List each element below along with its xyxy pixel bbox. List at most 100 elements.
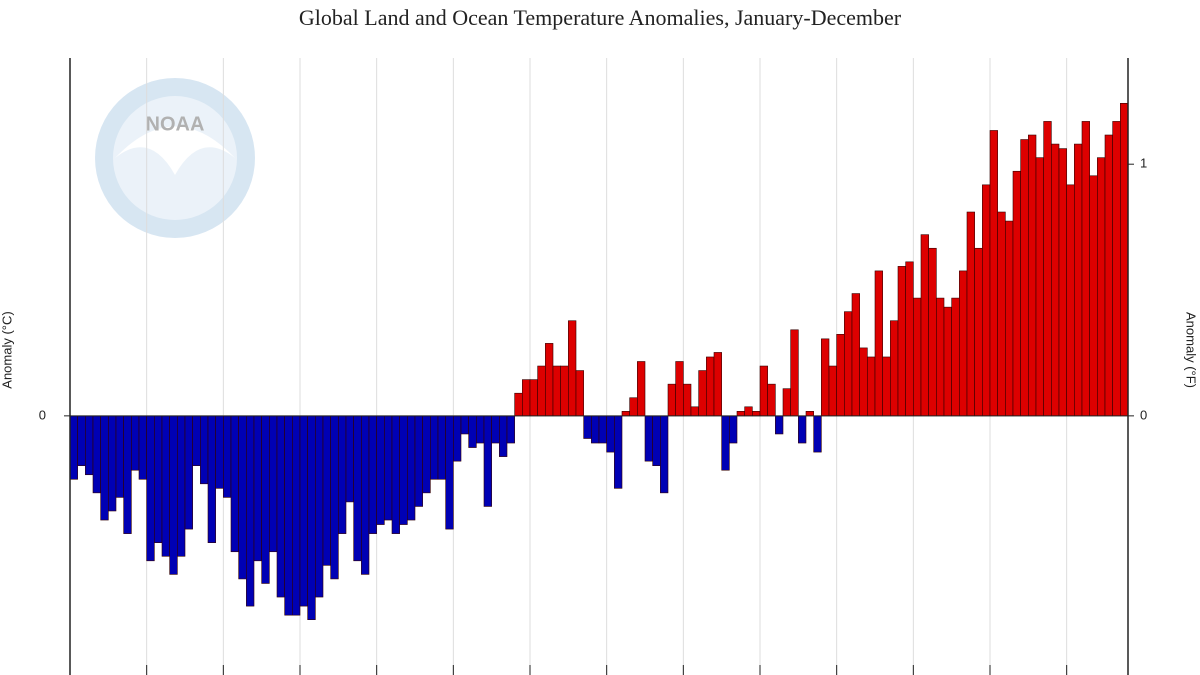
bar <box>1120 102 1129 417</box>
bar <box>483 415 492 507</box>
bar <box>522 379 531 417</box>
bar <box>652 415 661 466</box>
bar <box>913 297 922 417</box>
bar <box>637 361 646 417</box>
bar <box>951 297 960 417</box>
bar <box>867 356 876 417</box>
bar <box>154 415 163 543</box>
bar <box>146 415 155 562</box>
bar <box>131 415 140 471</box>
bar <box>1035 157 1044 417</box>
bar <box>545 343 554 417</box>
bar <box>675 361 684 417</box>
bar <box>85 415 94 476</box>
bar <box>997 211 1006 417</box>
bar <box>177 415 186 557</box>
bar <box>77 415 86 466</box>
bar <box>123 415 132 534</box>
bar <box>859 347 868 417</box>
bar <box>874 270 883 417</box>
bar <box>943 306 952 417</box>
bar <box>184 415 193 530</box>
y-axis-label: Anomaly (°C) <box>0 311 14 388</box>
bar <box>790 329 799 417</box>
y2-axis-label: Anomaly (°F) <box>1184 312 1199 388</box>
y2-tick-label: 1 <box>1140 156 1147 171</box>
bar <box>552 365 561 417</box>
bar <box>491 415 500 444</box>
bar <box>989 130 998 417</box>
bar <box>1112 121 1121 417</box>
logo: NOAA <box>95 78 255 238</box>
bar <box>399 415 408 525</box>
bar <box>430 415 439 480</box>
bar <box>215 415 224 489</box>
bar <box>1028 134 1037 417</box>
bar <box>752 411 761 417</box>
bar <box>644 415 653 462</box>
bar <box>468 415 477 448</box>
bar <box>936 297 945 417</box>
y-tick-label: 0 <box>39 407 46 422</box>
bar <box>920 234 929 417</box>
bar <box>476 415 485 444</box>
bar <box>805 411 814 417</box>
bar <box>560 365 569 417</box>
bar <box>729 415 738 444</box>
bar <box>1020 139 1029 417</box>
bar <box>200 415 209 485</box>
bar <box>606 415 615 453</box>
bar <box>836 334 845 417</box>
bar <box>591 415 600 444</box>
bar <box>223 415 232 498</box>
bar <box>828 365 837 417</box>
bar <box>445 415 454 530</box>
bar <box>759 365 768 417</box>
chart-title: Global Land and Ocean Temperature Anomal… <box>299 5 902 30</box>
bar <box>905 261 914 417</box>
bar <box>798 415 807 444</box>
bar <box>138 415 147 480</box>
bar <box>207 415 216 543</box>
y2-tick-label: 0 <box>1140 407 1147 422</box>
bar <box>690 406 699 417</box>
bar <box>330 415 339 580</box>
bar <box>667 383 676 417</box>
bar <box>928 247 937 417</box>
bar <box>92 415 101 494</box>
bar <box>706 356 715 417</box>
logo-text: NOAA <box>146 113 205 135</box>
bar <box>782 388 791 417</box>
bar <box>276 415 285 598</box>
bar <box>713 352 722 417</box>
bar <box>499 415 508 457</box>
bar <box>292 415 301 616</box>
bar <box>575 370 584 417</box>
bar <box>736 411 745 417</box>
bar <box>253 415 262 562</box>
bar <box>108 415 117 512</box>
bar <box>1097 157 1106 417</box>
bar <box>959 270 968 417</box>
bar <box>384 415 393 521</box>
bar <box>851 293 860 417</box>
bar <box>1058 148 1067 417</box>
bar <box>238 415 247 580</box>
bar <box>161 415 170 557</box>
bar <box>453 415 462 462</box>
bar <box>460 415 469 435</box>
bar <box>261 415 270 584</box>
bar <box>1074 143 1083 417</box>
bar <box>391 415 400 534</box>
bar <box>614 415 623 489</box>
bar <box>821 338 830 417</box>
bar <box>813 415 822 453</box>
bar <box>529 379 538 417</box>
bar <box>897 266 906 417</box>
bar <box>376 415 385 525</box>
bar <box>192 415 201 466</box>
bar <box>1081 121 1090 417</box>
bar <box>698 370 707 417</box>
logo-inner <box>113 96 237 220</box>
bar <box>568 320 577 417</box>
